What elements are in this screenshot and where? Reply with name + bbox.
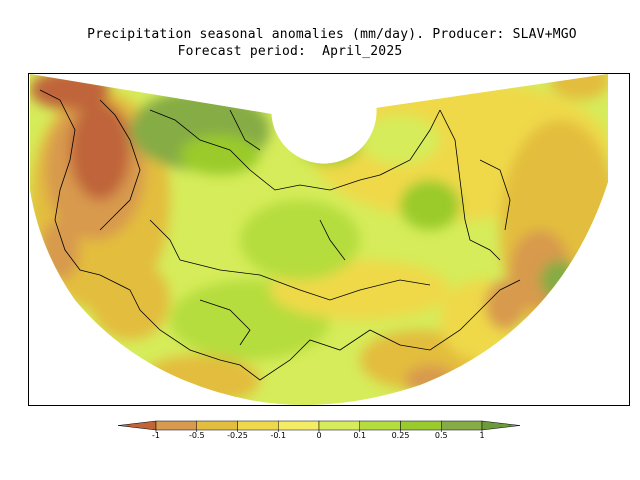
- colorbar-tick-label: 0: [316, 431, 321, 440]
- colorbar-tick-label: 0.5: [435, 431, 448, 440]
- colorbar-segment: [278, 420, 320, 431]
- colorbar-segment: [359, 420, 401, 431]
- colorbar-tick-label: -0.5: [189, 431, 205, 440]
- colorbar-segment: [481, 420, 521, 431]
- colorbar-segment: [318, 420, 360, 431]
- anomaly-field: [30, 74, 608, 405]
- colorbar-segment: [196, 420, 238, 431]
- colorbar-tick-label: -1: [152, 431, 160, 440]
- chart-title: Precipitation seasonal anomalies (mm/day…: [87, 27, 577, 42]
- colorbar-tick-label: 0.25: [392, 431, 410, 440]
- colorbar-segment: [441, 420, 483, 431]
- colorbar-tick-label: -0.25: [227, 431, 248, 440]
- colorbar-tick-label: 0.1: [353, 431, 366, 440]
- colorbar-segment: [400, 420, 442, 431]
- coastlines: [39, 89, 521, 381]
- colorbar-segment: [117, 420, 157, 431]
- colorbar-legend: -1 -0.5 -0.25 -0.1 0 0.1 0.25 0.5 1: [117, 420, 521, 440]
- colorbar-tick-label: 1: [479, 431, 484, 440]
- colorbar-tick-label: -0.1: [270, 431, 286, 440]
- forecast-period-subtitle: Forecast period: April_2025: [177, 44, 403, 59]
- colorbar-segment: [155, 420, 197, 431]
- colorbar-segment: [237, 420, 279, 431]
